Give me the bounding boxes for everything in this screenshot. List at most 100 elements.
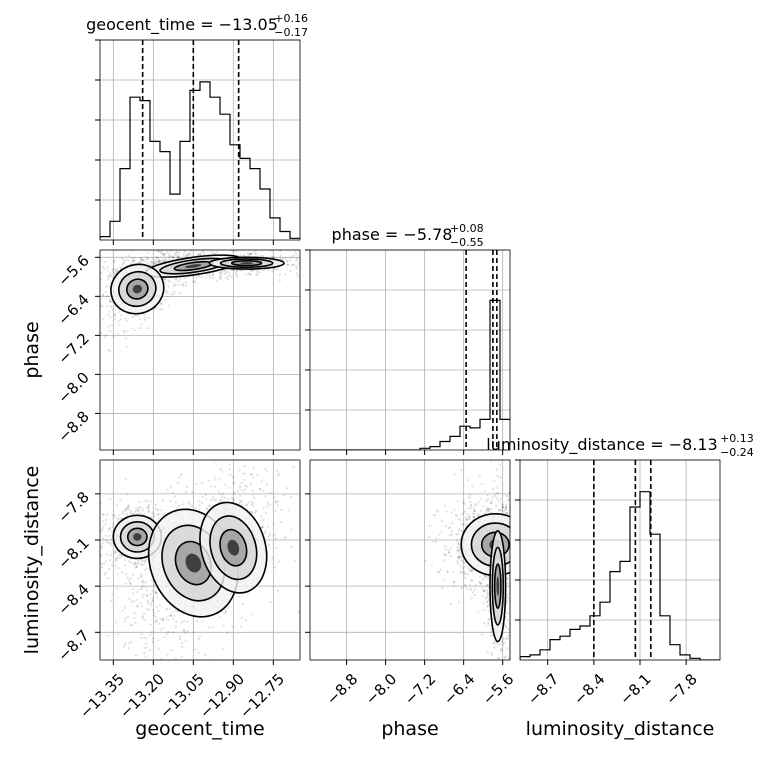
sample-point xyxy=(458,548,461,551)
sample-point xyxy=(133,259,136,262)
sample-point xyxy=(182,253,185,256)
sample-point xyxy=(487,622,490,625)
sample-point xyxy=(534,551,536,553)
sample-point xyxy=(118,310,121,313)
sample-point xyxy=(542,524,544,526)
sample-point xyxy=(107,274,110,278)
sample-point xyxy=(208,276,211,279)
sample-point xyxy=(473,588,477,592)
sample-point xyxy=(126,330,129,333)
sample-point xyxy=(522,501,524,503)
y-tick-label: −8.0 xyxy=(54,368,92,406)
sample-point xyxy=(180,621,183,624)
sample-point xyxy=(236,275,239,278)
sample-point xyxy=(528,518,530,520)
sample-point xyxy=(471,569,474,573)
sample-point xyxy=(222,624,225,627)
histogram-step-geocent_time xyxy=(100,81,300,240)
sample-point xyxy=(510,530,512,532)
sample-point xyxy=(283,537,286,540)
sample-point xyxy=(186,630,189,633)
sample-point xyxy=(136,590,139,594)
sample-point xyxy=(522,554,524,556)
sample-point xyxy=(541,524,543,526)
sample-point xyxy=(537,509,539,511)
contour-line-2 xyxy=(491,546,505,626)
sample-point xyxy=(182,284,185,287)
y-tick-label: −8.4 xyxy=(54,580,92,618)
sample-point xyxy=(183,250,186,253)
sample-point xyxy=(138,588,141,591)
sample-point xyxy=(468,516,471,519)
sample-point xyxy=(459,552,462,555)
y-tick-label: −7.2 xyxy=(54,329,92,367)
sample-point xyxy=(279,257,282,260)
sample-point xyxy=(239,485,242,488)
sample-point xyxy=(102,538,105,541)
sample-point xyxy=(293,560,296,563)
sample-point xyxy=(156,261,159,264)
sample-point xyxy=(174,253,178,256)
sample-point xyxy=(528,520,530,522)
sample-point xyxy=(485,625,488,628)
sample-point xyxy=(432,540,435,543)
sample-point xyxy=(288,509,291,512)
sample-point xyxy=(150,578,153,581)
sample-point xyxy=(515,515,517,517)
sample-point xyxy=(535,574,537,576)
sample-point xyxy=(469,507,472,510)
sample-point xyxy=(541,549,543,551)
sample-point xyxy=(111,268,114,271)
sample-point xyxy=(188,503,191,506)
sample-point xyxy=(560,560,562,562)
sample-point xyxy=(302,259,304,261)
sample-point xyxy=(478,580,481,583)
sample-point xyxy=(538,528,540,530)
sample-point xyxy=(284,536,287,539)
sample-point xyxy=(96,286,98,288)
sample-point xyxy=(109,498,112,501)
sample-point xyxy=(164,278,167,281)
sample-point xyxy=(198,504,201,507)
sample-point xyxy=(295,259,298,262)
sample-point xyxy=(221,495,224,498)
sample-point xyxy=(490,631,493,634)
sample-point xyxy=(467,495,470,498)
sample-point xyxy=(159,260,162,263)
sample-point xyxy=(232,498,235,501)
sample-point xyxy=(99,671,101,673)
sample-point xyxy=(175,620,178,623)
sample-point xyxy=(205,497,208,500)
sample-point xyxy=(498,508,501,511)
sample-point xyxy=(218,616,222,619)
sample-point xyxy=(241,501,244,504)
sample-point xyxy=(165,607,169,610)
sample-point xyxy=(118,323,121,326)
sample-point xyxy=(109,274,112,277)
sample-point xyxy=(106,634,109,637)
sample-point xyxy=(128,597,131,601)
sample-point xyxy=(250,510,253,513)
sample-point xyxy=(518,544,520,546)
sample-point xyxy=(137,559,140,562)
sample-point xyxy=(525,559,527,561)
sample-point xyxy=(468,496,471,500)
sample-point xyxy=(456,549,459,552)
sample-point xyxy=(154,244,156,246)
sample-point xyxy=(255,252,258,256)
sample-point xyxy=(141,617,144,620)
sample-point xyxy=(538,501,540,503)
sample-point xyxy=(513,522,515,524)
sample-point xyxy=(261,525,264,528)
sample-point xyxy=(151,640,154,644)
sample-point xyxy=(525,529,527,531)
sample-point xyxy=(493,646,496,649)
sample-point xyxy=(131,250,134,252)
sample-point xyxy=(123,259,126,262)
sample-point xyxy=(157,517,160,520)
sample-point xyxy=(489,460,492,462)
sample-point xyxy=(559,551,561,553)
sample-point xyxy=(138,506,141,509)
sample-point xyxy=(136,508,139,511)
axes-border xyxy=(99,39,301,241)
